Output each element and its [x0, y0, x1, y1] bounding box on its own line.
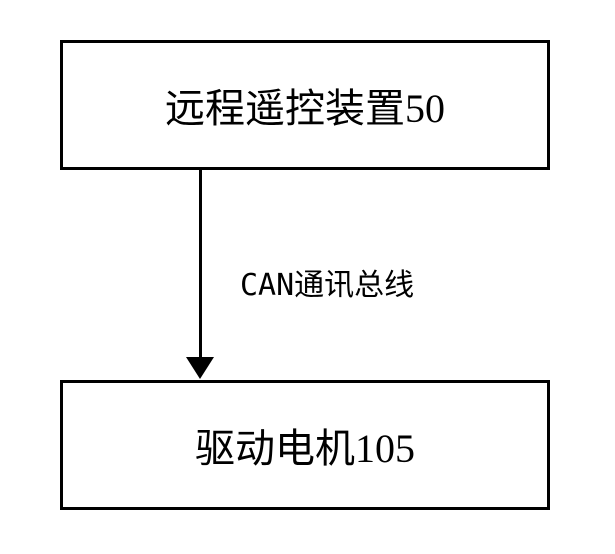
edge-label: CAN通讯总线: [240, 260, 414, 304]
node-remote: 远程遥控装置50: [60, 40, 550, 170]
edge-line: [199, 170, 202, 360]
node-motor: 驱动电机105: [60, 380, 550, 510]
node-remote-label: 远程遥控装置50: [165, 76, 445, 134]
node-motor-label: 驱动电机105: [195, 416, 415, 474]
edge-arrowhead: [186, 357, 214, 379]
